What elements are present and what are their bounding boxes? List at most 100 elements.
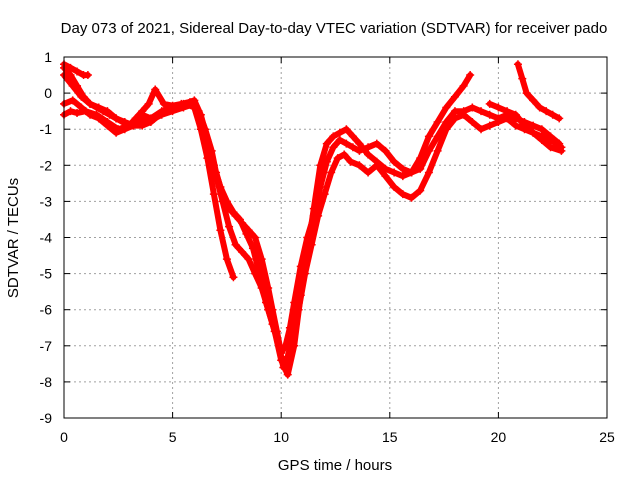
data-point [327,168,336,177]
data-point [229,273,238,282]
x-tick-label: 5 [169,429,177,445]
data-point [68,96,77,105]
data-point [251,269,260,278]
data-point [68,81,77,90]
data-point [238,247,247,256]
data-point [216,226,225,235]
data-point [329,132,338,141]
data-point [390,157,399,166]
data-point [372,157,381,166]
data-point [94,114,103,123]
data-point [138,121,147,130]
data-point [398,164,407,173]
y-tick-label: -6 [40,302,53,318]
x-tick-label: 15 [382,429,398,445]
data-point [485,110,494,119]
data-point [537,125,546,134]
data-series [60,60,566,379]
data-point [73,108,82,117]
data-point [416,186,425,195]
data-point [450,114,459,123]
data-point [146,117,155,126]
data-point [348,143,357,152]
data-point [222,255,231,264]
data-point [242,229,251,238]
data-point [424,132,433,141]
data-point [264,305,273,314]
data-point [511,121,520,130]
data-point [270,327,279,336]
data-point [381,164,390,173]
data-point [433,146,442,155]
data-point [129,121,138,130]
data-point [537,136,546,145]
data-point [231,240,240,249]
data-point [203,154,212,163]
data-point [283,370,292,379]
data-point [316,161,325,170]
axis-ticks [63,56,608,419]
data-point [322,139,331,148]
series-track-4 [60,71,238,282]
y-tick-label: -7 [40,338,53,354]
data-point [112,114,121,123]
data-point [390,182,399,191]
data-point [320,190,329,199]
data-point [503,114,512,123]
data-point [416,154,425,163]
data-point [459,110,468,119]
y-tick-label: -8 [40,374,53,390]
data-point [131,114,140,123]
y-tick-label: -9 [40,410,53,426]
data-point [511,110,520,119]
data-point [94,103,103,112]
data-point [335,128,344,137]
data-point [398,190,407,199]
data-point [335,136,344,145]
data-point [112,128,121,137]
data-point [342,125,351,134]
data-point [442,125,451,134]
data-point [181,99,190,108]
series-line [61,72,237,281]
data-point [138,107,147,116]
data-point [518,74,527,83]
series-track-3 [60,63,475,379]
y-tick-label: 1 [44,49,52,65]
series-line [514,61,563,122]
data-point [77,92,86,101]
data-point [535,103,544,112]
data-point [494,117,503,126]
x-tick-label: 10 [273,429,289,445]
data-point [342,139,351,148]
data-point [477,125,486,134]
data-point [172,103,181,112]
data-point [355,139,364,148]
data-point [522,89,531,98]
data-point [196,125,205,134]
data-point [442,103,451,112]
data-point [66,107,75,116]
y-tick-label: -2 [40,157,53,173]
y-tick-label: -1 [40,121,53,137]
data-point [346,157,355,166]
data-point [555,114,564,123]
series-line [61,64,474,378]
data-point [66,63,75,72]
data-point [407,168,416,177]
data-point [290,341,299,350]
y-tick-label: -4 [40,230,53,246]
data-point [381,146,390,155]
data-point [340,150,349,159]
data-point [251,233,260,242]
data-point [529,128,538,137]
data-point [103,107,112,116]
x-axis-title: GPS time / hours [278,457,392,474]
tick-labels: 0 5 10 15 20 25 -9 -8 -7 -6 -5 -4 -3 -2 -1 0 1 [40,49,615,445]
data-point [450,107,459,116]
data-point [468,117,477,126]
data-point [209,190,218,199]
data-point [407,193,416,202]
data-point [257,284,266,293]
